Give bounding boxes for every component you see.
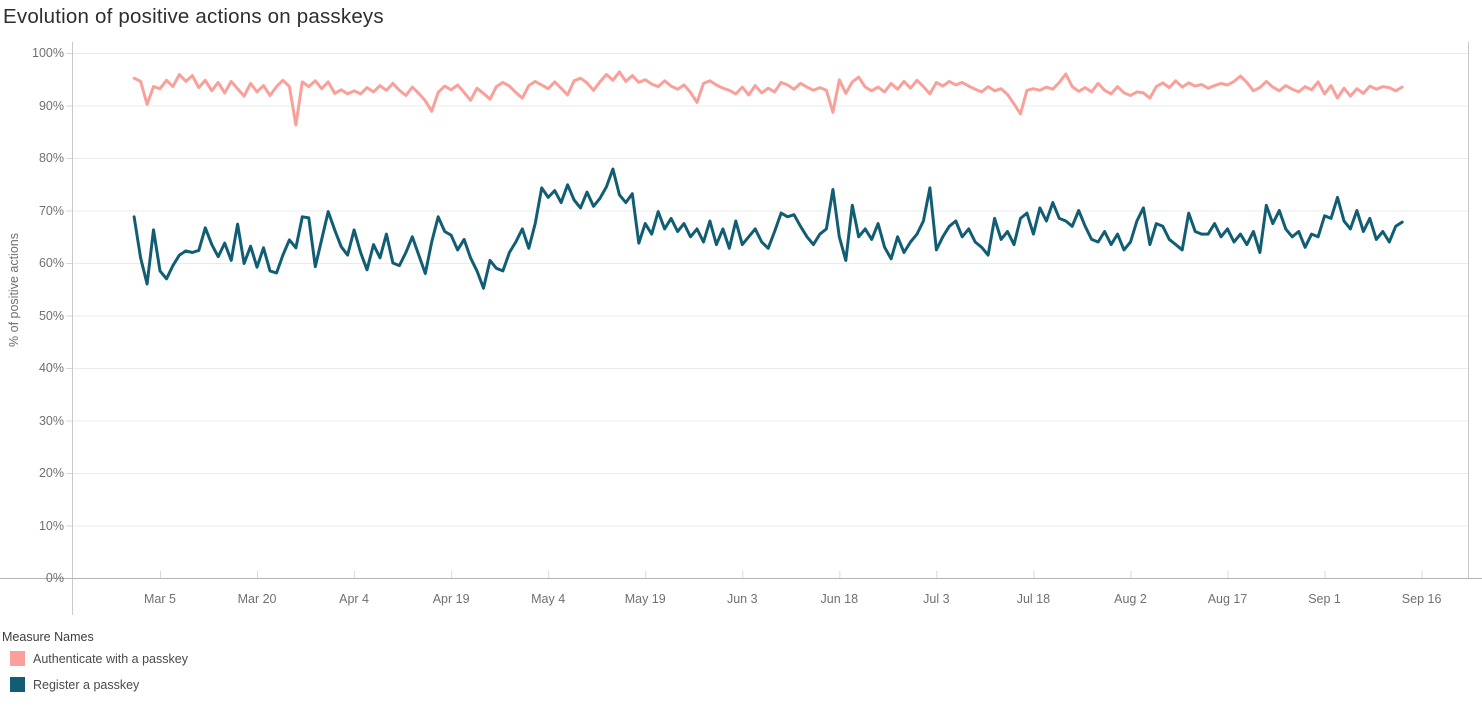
y-tick-label: 40% [38, 361, 64, 375]
x-tick-label: Jul 3 [923, 592, 950, 606]
x-tick-label: May 4 [531, 592, 566, 606]
page-title: Evolution of positive actions on passkey… [3, 5, 384, 28]
x-tick-label: Sep 1 [1308, 592, 1341, 606]
y-tick-label: 10% [38, 518, 64, 533]
x-tick-label: Jun 3 [726, 592, 758, 606]
y-tick-label: 90% [38, 98, 64, 113]
register-series-swatch[interactable] [10, 677, 25, 692]
series-line-authenticate-with-a-passkey[interactable] [132, 70, 1404, 127]
x-tick-label: May 19 [624, 592, 666, 606]
x-tick-label: Mar 5 [144, 592, 176, 606]
series-line-register-a-passkey[interactable] [132, 167, 1404, 290]
plot-area [0, 42, 1482, 615]
legend-item-register[interactable]: Register a passkey [10, 677, 188, 692]
legend: Measure Names Authenticate with a passke… [2, 630, 188, 703]
x-tick-label: Apr 4 [339, 592, 370, 606]
y-tick-label: 30% [38, 413, 64, 428]
y-tick-label: 20% [38, 466, 64, 480]
y-tick-label: 70% [38, 203, 64, 218]
y-tick-label: 0% [45, 571, 64, 585]
y-tick-label: 60% [38, 256, 64, 270]
legend-item-label: Register a passkey [33, 677, 140, 692]
x-tick-label: Sep 16 [1401, 592, 1442, 606]
x-tick-label: Aug 17 [1207, 592, 1248, 606]
y-axis-title: % of positive actions [7, 233, 21, 347]
x-tick-label: Jul 18 [1016, 592, 1051, 606]
legend-title: Measure Names [2, 630, 94, 644]
x-tick-label: Mar 20 [237, 592, 277, 606]
y-tick-label: 50% [38, 308, 64, 323]
legend-item-label: Authenticate with a passkey [33, 651, 188, 666]
legend-item-authenticate[interactable]: Authenticate with a passkey [10, 651, 188, 666]
authenticate-series-swatch[interactable] [10, 651, 25, 666]
x-tick-label: Aug 2 [1114, 592, 1147, 606]
x-tick-label: Apr 19 [432, 592, 470, 606]
y-tick-label: 80% [38, 151, 64, 165]
x-tick-label: Jun 18 [820, 592, 859, 606]
y-tick-label: 100% [32, 46, 64, 60]
